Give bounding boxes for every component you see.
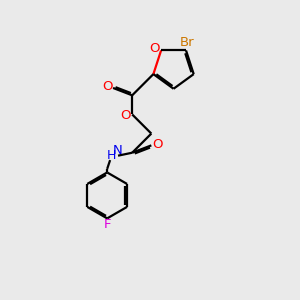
Text: O: O (149, 41, 160, 55)
Text: H: H (107, 149, 116, 162)
Text: Br: Br (180, 36, 195, 49)
Text: O: O (103, 80, 113, 93)
Text: O: O (121, 110, 131, 122)
Text: O: O (152, 138, 163, 151)
Text: F: F (103, 218, 111, 231)
Text: N: N (113, 144, 123, 157)
